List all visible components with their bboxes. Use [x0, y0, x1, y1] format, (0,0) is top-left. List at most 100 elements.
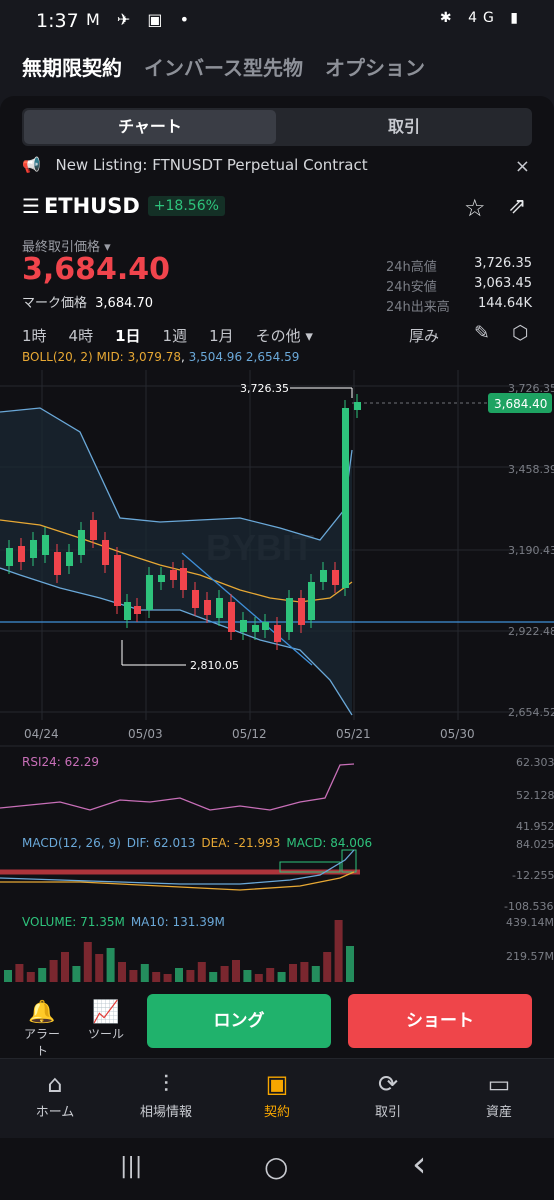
- segment-trade[interactable]: 取引: [387, 117, 420, 136]
- x-tick: 05/03: [128, 727, 163, 741]
- y-tick: 3,190.43: [508, 544, 554, 557]
- tf-4h[interactable]: 4時: [68, 327, 94, 345]
- candle-body: [216, 598, 223, 618]
- volume-bar: [243, 970, 252, 982]
- listing-notice[interactable]: 📢 New Listing: FTNUSDT Perpetual Contrac…: [22, 156, 532, 180]
- last-price-label[interactable]: 最終取引価格 ▾: [22, 240, 111, 255]
- favorite-star-icon[interactable]: ☆: [464, 194, 486, 222]
- tool-label: ツール: [87, 1027, 124, 1041]
- volume-tick: 439.14M: [506, 916, 554, 929]
- pair-symbol: ETHUSD: [43, 194, 140, 218]
- close-icon[interactable]: ×: [514, 156, 530, 177]
- home-system-button[interactable]: ○: [264, 1150, 289, 1183]
- volume-tick: 219.57M: [506, 950, 554, 963]
- volume-bar: [220, 966, 229, 982]
- rsi-tick: 41.952: [516, 820, 554, 833]
- candle-body: [66, 552, 73, 566]
- volume-bar: [346, 946, 354, 982]
- rsi-tick: 62.303: [516, 756, 554, 769]
- y-tick: 3,458.39: [508, 463, 554, 476]
- tf-1d[interactable]: 1日: [115, 327, 141, 345]
- volume-bar: [254, 974, 263, 982]
- notification-icons: M ✈ ▣ •: [86, 10, 196, 29]
- tab-perpetual[interactable]: 無期限契約: [22, 56, 122, 80]
- tab-inverse-futures[interactable]: インバース型先物: [144, 56, 303, 80]
- macd-legend: MACD(12, 26, 9) DIF: 62.013 DEA: -21.993 MA…: [22, 836, 372, 850]
- volume-bar: [300, 962, 309, 982]
- pair-header[interactable]: ☰ ETHUSD +18.56%: [22, 194, 225, 222]
- alert-button[interactable]: 🔔 アラート: [22, 1000, 62, 1059]
- system-status-icons: ✱ 4G ▮: [439, 10, 524, 26]
- nav-label: 取引: [374, 1105, 401, 1120]
- x-tick: 05/30: [440, 727, 475, 741]
- rsi-tick: 52.128: [516, 789, 554, 802]
- long-button[interactable]: ロング: [147, 994, 331, 1048]
- volume-bar: [140, 964, 149, 982]
- menu-icon[interactable]: ☰: [22, 194, 40, 218]
- alert-label: アラート: [23, 1027, 60, 1058]
- notice-text: New Listing: FTNUSDT Perpetual Contract: [55, 156, 368, 174]
- x-tick: 05/12: [232, 727, 267, 741]
- candle-body: [102, 540, 109, 565]
- boll-upper: 3,504.96: [188, 350, 243, 364]
- 24h-stats: 24h高値 3,726.35 24h安値 3,063.45 24h出来高 144.64…: [386, 256, 532, 316]
- volume-bar: [4, 970, 12, 982]
- nav-home[interactable]: ⌂ ホーム: [5, 1067, 105, 1120]
- segment-chart[interactable]: チャート: [24, 110, 276, 144]
- settings-hexagon-icon[interactable]: ⬡: [512, 322, 529, 344]
- candle-body: [274, 625, 281, 642]
- share-icon[interactable]: ⇗: [508, 194, 527, 219]
- volume-bar: [186, 970, 195, 982]
- back-button[interactable]: ‹: [412, 1144, 427, 1185]
- short-button[interactable]: ショート: [348, 994, 532, 1048]
- nav-contract[interactable]: ▣ 契約: [227, 1067, 327, 1120]
- candle-body: [286, 598, 293, 632]
- recent-apps-button[interactable]: |||: [120, 1154, 143, 1179]
- nav-assets[interactable]: ▭ 資産: [449, 1067, 549, 1120]
- tf-more[interactable]: その他 ▾: [255, 327, 313, 345]
- tf-1h[interactable]: 1時: [22, 327, 47, 345]
- candle-body: [308, 582, 315, 620]
- depth-tab[interactable]: 厚み: [409, 327, 440, 345]
- candle-body: [42, 535, 49, 555]
- boll-label: BOLL(20, 2) MID:: [22, 350, 124, 364]
- price-chart[interactable]: BYBIT 3,726.35 2,810.05 3,726.35 3,458.3…: [0, 370, 554, 990]
- view-segment: チャート 取引: [22, 108, 532, 146]
- candle-body: [18, 546, 25, 562]
- volume-bar: [152, 972, 161, 982]
- volume-bar: [266, 968, 275, 982]
- candle-body: [134, 606, 141, 614]
- volume-bar: [106, 948, 115, 982]
- tab-options[interactable]: オプション: [325, 56, 425, 80]
- candle-body: [204, 600, 211, 615]
- nav-market[interactable]: ⫶ 相場情報: [116, 1067, 216, 1120]
- contract-icon: ▣: [265, 1070, 289, 1098]
- stat-value: 144.64K: [477, 296, 532, 311]
- tf-1w[interactable]: 1週: [162, 327, 188, 345]
- x-tick: 04/24: [24, 727, 59, 741]
- status-time: 1:37: [36, 10, 79, 32]
- timeframe-bar: 1時 4時 1日 1週 1月 その他 ▾: [22, 325, 335, 346]
- volume-bar: [334, 920, 343, 982]
- volume-bar: [15, 964, 24, 982]
- current-price-tag: 3,684.40: [494, 397, 547, 411]
- volume-bar: [95, 954, 104, 982]
- bell-icon: 🔔: [28, 1000, 56, 1025]
- nav-trade[interactable]: ⟳ 取引: [338, 1067, 438, 1120]
- candle-body: [90, 520, 97, 540]
- pencil-icon[interactable]: ✎: [474, 322, 490, 344]
- volume-bar: [83, 942, 92, 982]
- candle-body: [30, 540, 37, 558]
- candle-body: [180, 568, 187, 590]
- tool-button[interactable]: 📈 ツール: [84, 1000, 128, 1042]
- candle-body: [124, 602, 131, 620]
- tf-1m[interactable]: 1月: [209, 327, 234, 345]
- stat-label: 24h出来高: [386, 300, 450, 315]
- candle-body: [78, 530, 85, 555]
- candle-body: [158, 575, 165, 582]
- last-price: 3,684.40: [22, 252, 171, 287]
- volume-bar: [72, 966, 81, 982]
- candle-body: [240, 620, 247, 632]
- candle-body: [342, 408, 349, 588]
- volume-bar: [61, 952, 69, 982]
